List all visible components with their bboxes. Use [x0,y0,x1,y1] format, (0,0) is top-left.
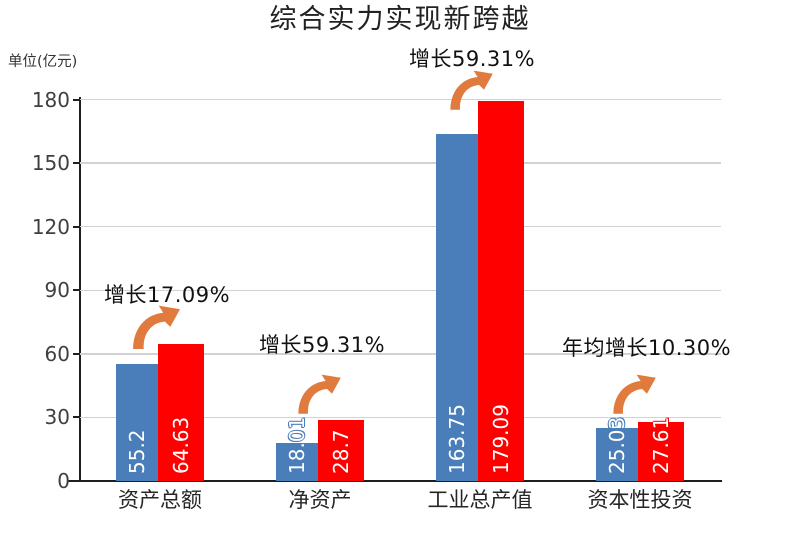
x-axis-line [67,480,722,482]
bar-value-label: 25.03 [605,416,629,474]
growth-annotation-label: 增长17.09% [104,283,231,307]
y-tick-label: 150 [31,151,70,176]
grid-line [80,225,721,228]
bar-value-label: 27.61 [649,416,673,474]
y-tick-label: 180 [31,87,70,112]
growth-annotation-label: 年均增长10.30% [562,336,732,360]
bar-value-label: 18.01 [285,416,309,474]
y-tick-label: 60 [44,341,70,366]
y-tick-label: 90 [44,278,70,303]
y-tick-mark [73,289,80,292]
growth-arrow-icon [296,372,344,414]
growth-annotation-label: 增长59.31% [259,333,386,357]
y-tick-label: 0 [57,469,70,493]
grid-line [80,289,721,291]
bar-red [318,420,364,481]
bar-red [638,422,684,481]
category-label: 资本性投资 [587,488,693,512]
grid-line [80,162,721,164]
y-axis-unit-label: 单位(亿元) [8,54,78,70]
y-tick-mark [73,416,80,419]
category-label: 工业总产值 [427,488,533,512]
y-tick-mark [73,98,80,101]
bar-value-label: 179.09 [489,404,513,474]
grid-line [80,353,721,355]
grid-line [80,416,721,419]
grid-line [80,98,721,101]
bar-blue [116,364,158,481]
chart-title: 综合实力实现新跨越 [269,4,531,35]
bar-red [478,101,524,481]
growth-arrow-icon [611,372,659,414]
y-tick-mark [73,162,80,165]
category-label: 资产总额 [118,488,202,512]
bar-blue [596,427,638,481]
y-tick-label: 30 [44,405,70,430]
y-tick-mark [73,480,80,482]
growth-arrow-icon [130,303,184,349]
growth-annotation-label: 增长59.31% [409,47,536,71]
bar-red [158,344,204,481]
bar-value-label: 163.75 [445,404,469,474]
bar-value-label: 64.63 [169,416,193,474]
y-tick-mark [73,352,80,355]
bar-blue [436,133,478,481]
y-tick-label: 120 [31,214,70,239]
bar-value-label: 55.2 [125,429,149,474]
bar-value-label: 28.7 [329,429,353,474]
category-label: 净资产 [288,488,352,512]
y-tick-mark [73,225,80,228]
growth-arrow-icon [448,68,496,110]
bar-blue [276,442,318,481]
